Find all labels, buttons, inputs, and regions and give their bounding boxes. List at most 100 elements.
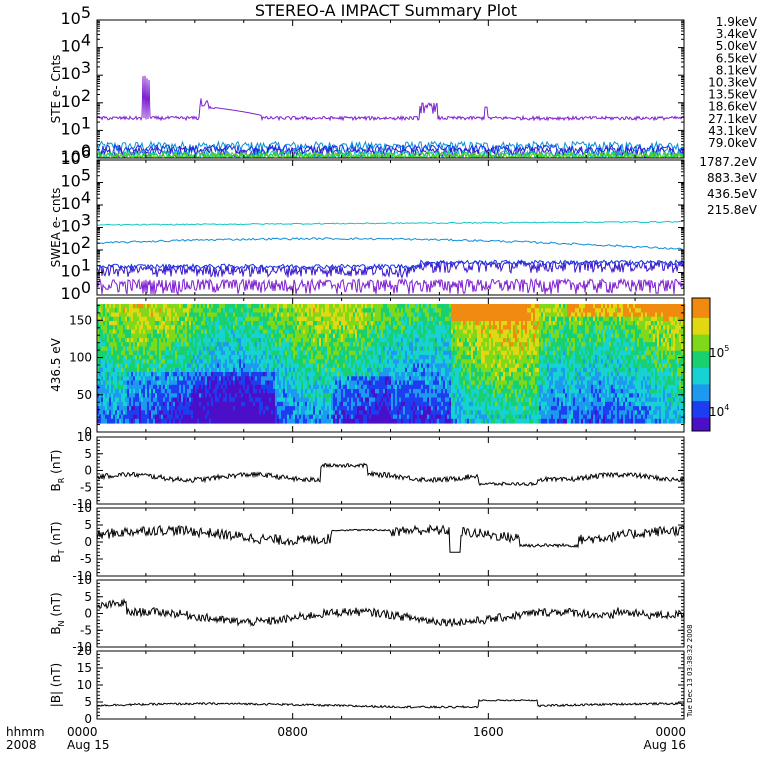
heatmap-cell (307, 359, 310, 365)
heatmap-cell (407, 359, 410, 365)
heatmap-cell (223, 350, 226, 356)
heatmap-cell (219, 397, 222, 403)
heatmap-cell (151, 342, 154, 347)
heatmap-cell (223, 308, 226, 313)
heatmap-cell (215, 308, 218, 313)
heatmap-cell (339, 321, 342, 326)
heatmap-cell (127, 308, 130, 313)
heatmap-cell (139, 414, 142, 420)
heatmap-cell (125, 308, 128, 313)
heatmap-cell (363, 406, 366, 411)
heatmap-cell (135, 367, 138, 373)
heatmap-cell (371, 376, 374, 382)
heatmap-cell (355, 389, 358, 394)
heatmap-cell (395, 406, 398, 411)
heatmap-cell (243, 304, 246, 309)
heatmap-cell (319, 359, 322, 365)
heatmap-cell (323, 393, 326, 399)
heatmap-cell (333, 350, 336, 356)
heatmap-cell (263, 414, 266, 420)
heatmap-cell (183, 393, 186, 399)
heatmap-cell (381, 401, 384, 407)
heatmap-cell (115, 397, 118, 403)
heatmap-cell (299, 384, 302, 390)
heatmap-cell (391, 410, 394, 416)
heatmap-cell (243, 367, 246, 373)
heatmap-cell (297, 312, 300, 318)
heatmap-cell (159, 389, 162, 394)
heatmap-cell (289, 401, 292, 407)
heatmap-cell (429, 384, 432, 390)
heatmap-cell (429, 321, 432, 326)
heatmap-cell (347, 367, 350, 373)
heatmap-cell (423, 355, 426, 360)
heatmap-cell (359, 380, 362, 386)
heatmap-cell (151, 304, 154, 309)
heatmap-cell (115, 389, 118, 394)
heatmap-cell (217, 389, 220, 394)
heatmap-cell (161, 414, 164, 420)
heatmap-cell (313, 376, 316, 382)
heatmap-cell (351, 406, 354, 411)
heatmap-cell (317, 333, 320, 339)
heatmap-cell (139, 389, 142, 394)
heatmap-cell (105, 397, 108, 403)
heatmap-cell (159, 333, 162, 339)
heatmap-cell (385, 333, 388, 339)
heatmap-cell (297, 389, 300, 394)
heatmap-cell (367, 338, 370, 343)
heatmap-cell (235, 363, 238, 369)
heatmap-cell (119, 325, 122, 330)
heatmap-cell (267, 308, 270, 313)
heatmap-cell (293, 380, 296, 386)
heatmap-cell (311, 355, 314, 360)
heatmap-cell (327, 308, 330, 313)
heatmap-cell (405, 397, 408, 403)
heatmap-cell (201, 372, 204, 377)
heatmap-cell (301, 414, 304, 420)
heatmap-cell (283, 372, 286, 377)
heatmap-cell (249, 338, 252, 343)
heatmap-cell (381, 410, 384, 416)
heatmap-cell (209, 401, 212, 407)
heatmap-cell (389, 304, 392, 309)
heatmap-cell (375, 316, 378, 322)
heatmap-cell (257, 384, 260, 390)
heatmap-cell (133, 333, 136, 339)
heatmap-cell (391, 329, 394, 335)
heatmap-cell (211, 401, 214, 407)
heatmap-cell (333, 338, 336, 343)
heatmap-cell (241, 350, 244, 356)
heatmap-cell (117, 380, 120, 386)
heatmap-cell (287, 397, 290, 403)
heatmap-cell (149, 406, 152, 411)
heatmap-cell (267, 333, 270, 339)
heatmap-cell (369, 406, 372, 411)
heatmap-cell (405, 338, 408, 343)
heatmap-cell (137, 401, 140, 407)
heatmap-cell (373, 342, 376, 347)
heatmap-cell (251, 304, 254, 309)
heatmap-cell (245, 393, 248, 399)
heatmap-cell (429, 308, 432, 313)
heatmap-cell (229, 389, 232, 394)
heatmap-cell (101, 414, 104, 420)
heatmap-cell (263, 367, 266, 373)
heatmap-cell (279, 325, 282, 330)
heatmap-cell (289, 308, 292, 313)
heatmap-cell (381, 346, 384, 352)
heatmap-cell (117, 397, 120, 403)
heatmap-cell (223, 418, 226, 424)
heatmap-cell (113, 380, 116, 386)
heatmap-cell (351, 316, 354, 322)
heatmap-cell (303, 363, 306, 369)
heatmap-cell (159, 321, 162, 326)
heatmap-cell (181, 406, 184, 411)
heatmap-cell (113, 355, 116, 360)
heatmap-cell (259, 316, 262, 322)
heatmap-cell (359, 401, 362, 407)
heatmap-cell (341, 384, 344, 390)
heatmap-cell (169, 359, 172, 365)
heatmap-cell (301, 367, 304, 373)
heatmap-cell (349, 359, 352, 365)
